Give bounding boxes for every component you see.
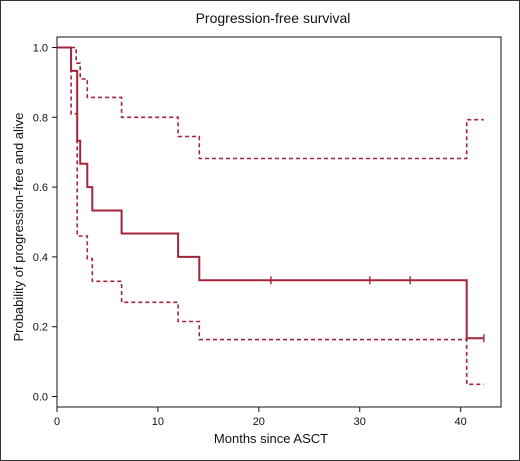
x-tick-label: 10	[152, 416, 164, 428]
confidence-band-line-2	[70, 47, 484, 386]
y-tick-label: 0.6	[33, 182, 48, 194]
x-tick-label: 0	[54, 416, 60, 428]
confidence-band-line-1	[57, 46, 484, 160]
x-tick-label: 20	[253, 416, 265, 428]
y-tick-label: 1.0	[33, 42, 48, 54]
y-tick-label: 0.4	[33, 252, 48, 264]
y-tick-label: 0.8	[33, 112, 48, 124]
chart-title: Progression-free survival	[196, 10, 351, 26]
y-axis-label: Probability of progression-free and aliv…	[11, 112, 26, 341]
y-tick-label: 0.0	[33, 392, 48, 404]
series-layer	[57, 46, 485, 386]
x-tick-label: 30	[354, 416, 366, 428]
y-axis-ticks: 0.0 0.2 0.4 0.6 0.8 1.0	[33, 42, 57, 404]
y-tick-label: 0.2	[33, 322, 48, 334]
plot-area	[56, 36, 502, 408]
x-axis-ticks: 0 10 20 30 40	[54, 407, 467, 428]
survival-curve-line	[57, 46, 484, 340]
x-tick-label: 40	[455, 416, 467, 428]
x-axis-label: Months since ASCT	[214, 431, 328, 446]
